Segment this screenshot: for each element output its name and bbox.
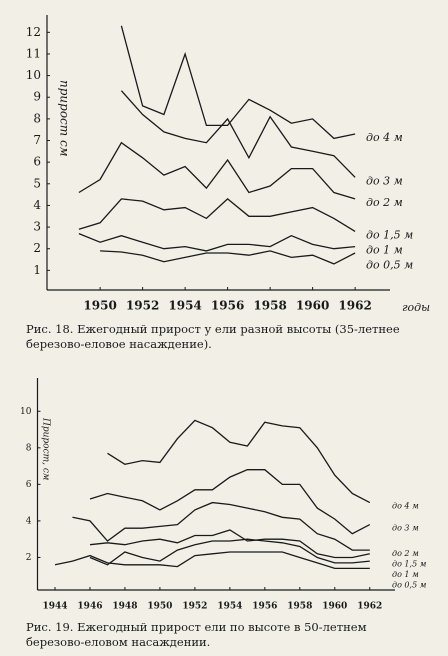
- y-tick-label: 9: [33, 90, 41, 104]
- legend-label: до 1,5 м: [392, 560, 427, 569]
- y-tick-label: 12: [26, 25, 41, 39]
- y-tick-label: 4: [26, 516, 32, 526]
- x-tick-label: 1950: [83, 299, 116, 313]
- x-tick-label: 1956: [252, 602, 277, 612]
- y-tick-label: 5: [33, 176, 41, 190]
- legend-label: до 1,5 м: [366, 228, 413, 241]
- series-line: [78, 232, 356, 252]
- x-tick-label: 1952: [182, 602, 207, 612]
- caption: Рис. 19. Ежегодный прирост ели по высоте…: [26, 620, 367, 649]
- x-tick-label: 1962: [338, 299, 371, 313]
- series-line: [89, 529, 370, 559]
- legend-label: до 0,5 м: [366, 259, 413, 272]
- x-tick-label: 1954: [217, 602, 242, 612]
- series-line: [78, 141, 356, 200]
- series-line: [78, 198, 356, 232]
- legend-label: до 4 м: [366, 131, 403, 144]
- x-axis-label: годы: [402, 301, 430, 314]
- y-tick-label: 6: [33, 155, 41, 169]
- x-tick-label: 1952: [126, 299, 159, 313]
- x-tick-label: 1954: [168, 299, 201, 313]
- series-line: [120, 90, 356, 178]
- series-line: [107, 419, 371, 504]
- y-axis-label: прирост см: [58, 80, 72, 157]
- y-tick-label: 10: [20, 407, 32, 417]
- legend-label: до 2 м: [366, 196, 403, 209]
- y-tick-label: 2: [26, 553, 32, 563]
- y-tick-label: 2: [33, 241, 41, 255]
- legend-label: до 1 м: [366, 244, 403, 257]
- series-line: [120, 25, 356, 140]
- x-tick-label: 1960: [322, 602, 347, 612]
- x-tick-label: 1944: [42, 602, 67, 612]
- series-line: [89, 538, 370, 566]
- legend-label: до 3 м: [392, 524, 419, 533]
- x-tick-label: 1960: [296, 299, 329, 313]
- x-tick-label: 1950: [147, 602, 172, 612]
- legend-label: до 3 м: [366, 174, 403, 187]
- y-tick-label: 8: [26, 443, 32, 453]
- x-tick-label: 1946: [77, 602, 102, 612]
- x-tick-label: 1948: [112, 602, 137, 612]
- caption: Рис. 18. Ежегодный прирост у ели разной …: [26, 322, 400, 351]
- y-tick-label: 7: [33, 133, 41, 147]
- x-tick-label: 1958: [253, 299, 286, 313]
- y-axis-label: Прирост, см: [41, 417, 51, 480]
- series-line: [54, 551, 370, 570]
- x-tick-label: 1962: [357, 602, 382, 612]
- legend-label: до 0,5 м: [392, 581, 427, 590]
- legend-label: до 1 м: [392, 570, 419, 579]
- y-tick-label: 6: [26, 480, 32, 490]
- y-tick-label: 4: [33, 198, 41, 212]
- x-tick-label: 1956: [211, 299, 244, 313]
- legend-label: до 2 м: [392, 549, 419, 558]
- series-line: [89, 469, 371, 535]
- y-tick-label: 8: [33, 111, 41, 125]
- series-line: [72, 501, 370, 551]
- x-tick-label: 1958: [287, 602, 312, 612]
- legend-label: до 4 м: [392, 502, 419, 511]
- y-tick-label: 11: [26, 46, 41, 60]
- series-line: [100, 250, 356, 265]
- y-tick-label: 10: [26, 68, 41, 82]
- y-tick-label: 1: [33, 263, 41, 277]
- y-tick-label: 3: [33, 220, 41, 234]
